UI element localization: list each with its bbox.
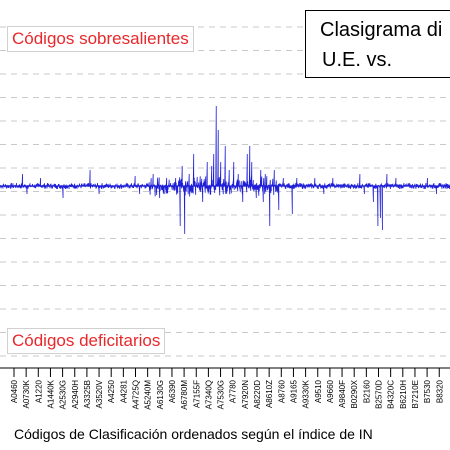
x-tick-label-22: A8760 (277, 379, 286, 403)
x-tick-label-33: B7210E (411, 380, 420, 408)
x-tick-label-21: A8610Z (265, 380, 274, 408)
title-box: Clasigrama di U.E. vs. (305, 10, 450, 78)
x-tick-label-27: A9840F (338, 380, 347, 408)
x-tick-label-32: B6210H (399, 380, 408, 409)
x-tick-label-17: A7530G (217, 380, 226, 409)
x-tick-label-25: A9510 (314, 379, 323, 403)
x-tick-label-10: A4725Q (132, 380, 141, 409)
x-tick-label-20: A8220D (253, 380, 262, 409)
x-tick-label-35: B8320 (435, 379, 444, 403)
x-tick-label-14: A6780M (180, 380, 189, 410)
x-tick-label-26: A9660 (326, 379, 335, 403)
x-tick-label-31: B4320C (387, 380, 396, 409)
x-tick-label-30: B2570D (375, 380, 384, 409)
x-tick-label-29: B2160 (362, 379, 371, 403)
x-tick-label-1: A0730K (22, 379, 31, 408)
x-tick-label-19: A7920N (241, 380, 250, 409)
x-tick-label-13: A6390 (168, 379, 177, 403)
x-tick-label-28: B0290X (350, 379, 359, 408)
series-line (0, 105, 450, 235)
x-tick-labels: A0460 A0730K A1220 A1440K A2530G A2940H A3325B… (10, 379, 444, 409)
x-tick-label-7: A3520V (95, 379, 104, 408)
x-tick-label-12: A6130G (156, 380, 165, 409)
x-tick-label-4: A2530G (59, 380, 68, 409)
x-tick-label-2: A1220 (34, 379, 43, 403)
x-axis (0, 367, 450, 377)
x-tick-label-15: A7155F (192, 380, 201, 408)
title-line-2: U.E. vs. (322, 49, 393, 71)
x-tick-label-34: B7530 (423, 379, 432, 403)
deficit-codes-label: Códigos deficitarios (7, 328, 166, 354)
x-tick-label-0: A0460 (10, 379, 19, 403)
x-tick-label-5: A2940H (71, 380, 80, 409)
x-tick-label-16: A7340Q (204, 380, 213, 409)
x-tick-label-8: A4250 (107, 379, 116, 403)
x-tick-label-9: A4281 (119, 379, 128, 403)
x-tick-label-11: A5240M (144, 380, 153, 410)
signal-path (0, 105, 450, 235)
title-line-1: Clasigrama di (320, 19, 443, 41)
x-tick-label-23: A9165 (289, 379, 298, 403)
x-tick-label-6: A3325B (83, 380, 92, 408)
x-tick-label-3: A1440K (46, 379, 55, 408)
x-tick-label-24: A9330K (302, 379, 311, 408)
x-tick-label-18: A7780 (229, 379, 238, 403)
x-axis-label: Códigos de Clasificación ordenados según… (14, 426, 373, 442)
surplus-codes-label: Códigos sobresalientes (7, 26, 194, 52)
